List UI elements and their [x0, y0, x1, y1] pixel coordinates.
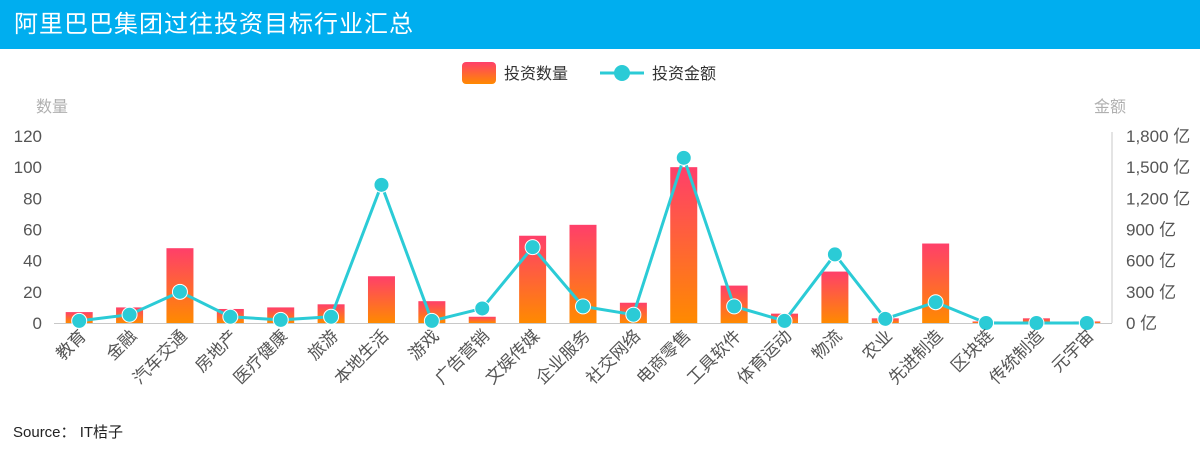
- x-tick-label: 本地生活: [331, 326, 393, 388]
- amount-point-6: [373, 176, 390, 193]
- bar-8: [468, 316, 496, 323]
- amount-point-17: [927, 294, 944, 311]
- legend-bar-swatch: [462, 62, 496, 84]
- source-note: Source： IT桔子: [13, 421, 123, 442]
- x-tick-label: 农业: [859, 326, 896, 363]
- x-tick-label: 游戏: [405, 326, 442, 363]
- amount-point-7: [423, 312, 440, 329]
- x-tick-label: 区块链: [947, 326, 996, 375]
- bar-17: [922, 243, 950, 323]
- amount-point-4: [272, 311, 289, 328]
- amount-point-1: [121, 306, 138, 323]
- amount-point-8: [474, 300, 491, 317]
- bar-12: [670, 167, 698, 323]
- amount-point-10: [575, 298, 591, 315]
- y-axis-left-name: 数量: [36, 98, 68, 116]
- x-tick-label: 教育: [53, 326, 90, 363]
- x-tick-label: 企业服务: [532, 326, 594, 388]
- y-tick-left: 60: [23, 221, 42, 240]
- bar-15: [821, 271, 849, 323]
- y-tick-right: 900 亿: [1126, 221, 1176, 240]
- amount-point-0: [71, 312, 88, 329]
- header-bar: 阿里巴巴集团过往投资目标行业汇总: [0, 0, 1200, 49]
- x-tick-label: 电商零售: [633, 326, 695, 388]
- legend-line-marker: [614, 65, 630, 81]
- amount-point-19: [1028, 315, 1045, 331]
- amount-point-13: [726, 298, 743, 315]
- y-tick-right: 1,500 亿: [1126, 158, 1190, 177]
- x-tick-label: 房地产: [192, 326, 241, 375]
- amount-point-20: [1078, 315, 1095, 331]
- page-title: 阿里巴巴集团过往投资目标行业汇总: [14, 10, 414, 38]
- x-tick-label: 文娱传媒: [482, 326, 544, 388]
- x-tick-label: 传统制造: [986, 326, 1048, 388]
- amount-point-5: [323, 308, 340, 325]
- y-tick-left: 0: [33, 314, 42, 333]
- source-label: Source：: [13, 424, 76, 441]
- x-tick-label: 旅游: [304, 326, 341, 363]
- y-tick-right: 300 亿: [1126, 283, 1176, 302]
- y-tick-right: 1,800 亿: [1126, 127, 1190, 146]
- amount-point-11: [625, 306, 642, 323]
- y-tick-right: 0 亿: [1126, 314, 1157, 333]
- x-tick-label: 先进制造: [885, 326, 947, 388]
- amount-point-16: [877, 310, 894, 327]
- amount-point-2: [171, 283, 188, 300]
- x-tick-label: 工具软件: [683, 326, 745, 388]
- x-tick-label: 物流: [808, 326, 845, 363]
- y-axis-right-name: 金额: [1094, 98, 1126, 116]
- amount-point-14: [776, 312, 793, 329]
- source-text: IT桔子: [79, 424, 124, 441]
- y-tick-left: 20: [23, 283, 42, 302]
- x-tick-label: 汽车交通: [129, 326, 191, 388]
- y-tick-left: 40: [23, 252, 42, 271]
- amount-point-18: [978, 315, 995, 331]
- bar-6: [367, 276, 395, 323]
- amount-point-3: [222, 308, 239, 325]
- legend-label-amount: 投资金额: [652, 65, 716, 83]
- x-tick-label: 体育运动: [734, 326, 796, 388]
- x-tick-label: 医疗健康: [230, 326, 292, 388]
- y-tick-left: 100: [14, 158, 42, 177]
- amount-point-12: [675, 149, 692, 166]
- y-tick-left: 80: [23, 189, 42, 208]
- x-tick-label: 元宇宙: [1048, 326, 1097, 375]
- y-tick-right: 600 亿: [1126, 252, 1176, 271]
- x-tick-label: 金融: [103, 326, 140, 363]
- x-tick-label: 社交网络: [583, 326, 645, 388]
- y-tick-left: 120: [14, 127, 42, 146]
- x-tick-label: 广告营销: [432, 326, 494, 388]
- amount-point-9: [524, 239, 541, 256]
- legend-label-count: 投资数量: [504, 65, 568, 83]
- amount-point-15: [826, 246, 843, 263]
- y-tick-right: 1,200 亿: [1126, 189, 1190, 208]
